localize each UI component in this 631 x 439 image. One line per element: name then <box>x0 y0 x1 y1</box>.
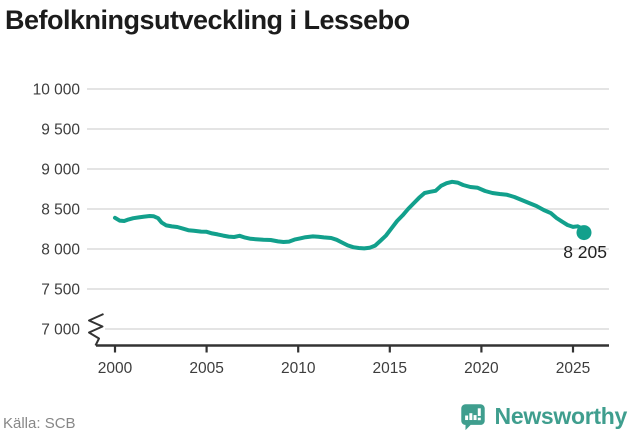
x-axis-label: 2025 <box>556 360 590 377</box>
y-axis-label: 10 000 <box>33 82 81 99</box>
population-line <box>113 179 586 251</box>
source-text: Källa: SCB <box>3 415 76 432</box>
x-axis-label: 2010 <box>281 360 316 377</box>
y-axis-label: 8 500 <box>41 202 80 219</box>
chart-title: Befolkningsutveckling i Lessebo <box>5 5 410 35</box>
y-axis-label: 9 000 <box>41 162 80 179</box>
x-axis-label: 2000 <box>98 360 133 377</box>
bar-chart-speech-bubble-icon <box>460 404 485 431</box>
newsworthy-logo-text: Newsworthy <box>494 402 628 429</box>
newsworthy-logo: Newsworthy <box>458 401 627 431</box>
x-axis-label: 2005 <box>189 360 223 377</box>
end-point-dot <box>576 225 592 241</box>
y-axis-label: 9 500 <box>41 122 80 139</box>
x-axis-label: 2020 <box>464 360 499 377</box>
y-axis-label: 7 500 <box>41 282 80 299</box>
axis-break-icon <box>88 313 104 346</box>
y-axis-label: 7 000 <box>41 322 80 339</box>
y-axis-label: 8 000 <box>41 242 80 259</box>
x-axis-label: 2015 <box>373 360 407 377</box>
end-point-label: 8 205 <box>563 242 607 262</box>
